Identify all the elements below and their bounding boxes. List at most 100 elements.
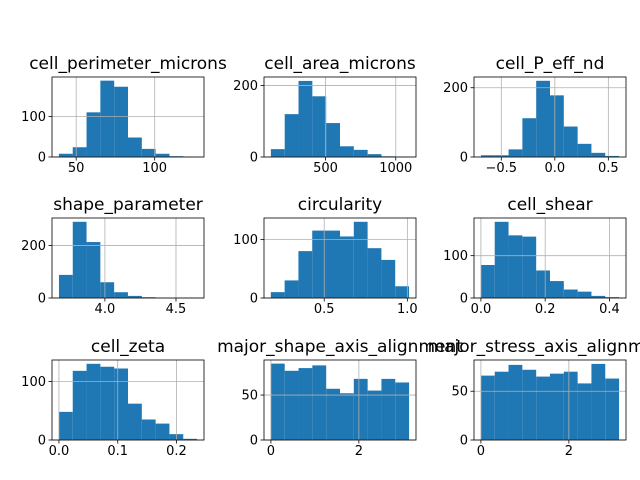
bar [340, 393, 354, 440]
subplot-title: circularity [298, 195, 382, 215]
x-tick-label: 4.0 [95, 302, 116, 317]
bar [284, 114, 299, 157]
axes-frame [51, 76, 205, 158]
x-tick-label: 500 [313, 161, 338, 176]
y-tick-label: 0 [38, 292, 46, 307]
y-tick-label: 0 [250, 434, 258, 449]
x-tick-label: 0.2 [535, 302, 556, 317]
y-tick-label: 0 [460, 434, 468, 449]
bar [72, 147, 87, 157]
bar [127, 295, 142, 298]
x-tick-label: 2 [565, 444, 573, 459]
bar [114, 368, 128, 440]
bar [508, 149, 523, 157]
bar [605, 155, 620, 157]
y-tick-label: 100 [443, 249, 468, 264]
bar [284, 370, 299, 440]
y-tick-label: 0 [460, 292, 468, 307]
bar [183, 438, 198, 440]
bar [550, 373, 564, 440]
bar [326, 230, 340, 298]
axes-frame [51, 359, 205, 441]
x-tick-label: 0.5 [314, 302, 335, 317]
bar [591, 295, 606, 298]
axes-frame [263, 359, 417, 441]
bar [72, 221, 87, 298]
bar [141, 148, 156, 157]
y-tick-label: 100 [233, 233, 258, 248]
bar [326, 123, 340, 157]
bar [86, 112, 101, 157]
bar [312, 230, 327, 298]
subplot-title: shape_parameter [53, 195, 203, 215]
axes-frame [263, 76, 417, 158]
bar [605, 297, 620, 298]
x-tick-label: 0 [477, 444, 485, 459]
x-tick-label: 50 [68, 161, 85, 176]
subplot-title: cell_P_eff_nd [496, 54, 605, 74]
bar [353, 149, 368, 157]
y-tick-label: 0 [38, 434, 46, 449]
bar [312, 365, 327, 440]
bar [58, 274, 73, 298]
bar [58, 411, 73, 440]
bar [284, 280, 299, 298]
bar [395, 382, 410, 440]
subplot-title: cell_area_microns [264, 54, 416, 74]
bar [86, 242, 101, 298]
x-tick-label: 100 [142, 161, 167, 176]
bar [536, 80, 550, 157]
subplot-title: major_shape_axis_alignment [217, 337, 463, 357]
x-tick-label: 0.0 [471, 302, 492, 317]
bar [155, 153, 170, 157]
x-tick-label: 0.0 [544, 161, 565, 176]
bar [353, 221, 368, 298]
bar [367, 248, 382, 298]
bar [522, 236, 537, 298]
bar [480, 375, 495, 440]
subplot-title: cell_perimeter_microns [29, 54, 227, 74]
bar [114, 292, 128, 298]
y-tick-label: 50 [451, 385, 468, 400]
bar [128, 137, 142, 157]
bar [395, 286, 410, 298]
x-tick-label: 0.5 [598, 161, 619, 176]
bar [508, 235, 523, 298]
y-tick-label: 0 [460, 151, 468, 166]
bar [522, 369, 537, 440]
bar [100, 80, 115, 157]
y-tick-label: 100 [21, 110, 46, 125]
bar [128, 403, 142, 440]
subplot-title: cell_shear [507, 195, 592, 215]
bar [72, 370, 87, 440]
bar [169, 156, 184, 157]
bar [298, 251, 313, 298]
bar [381, 259, 396, 298]
bar [114, 86, 128, 157]
bar [340, 236, 354, 298]
bar [100, 282, 115, 298]
x-tick-label: 0.1 [107, 444, 128, 459]
bar [480, 155, 495, 157]
bar [353, 378, 368, 440]
bar [100, 366, 115, 440]
x-tick-label: 1000 [379, 161, 412, 176]
bar [577, 383, 592, 440]
x-tick-label: 0.4 [599, 302, 620, 317]
y-tick-label: 200 [443, 81, 468, 96]
y-tick-label: 0 [250, 292, 258, 307]
subplot-title: cell_zeta [91, 337, 165, 357]
bar [522, 118, 537, 157]
bar [508, 364, 523, 440]
x-tick-label: 2 [355, 444, 363, 459]
bar [480, 264, 495, 298]
y-tick-label: 100 [21, 375, 46, 390]
bar [340, 146, 354, 157]
x-tick-label: 0.0 [49, 444, 70, 459]
x-tick-label: 0.2 [166, 444, 187, 459]
y-tick-label: 200 [21, 239, 46, 254]
bar [577, 291, 592, 298]
bar [58, 153, 73, 157]
axes-frame [473, 217, 627, 299]
